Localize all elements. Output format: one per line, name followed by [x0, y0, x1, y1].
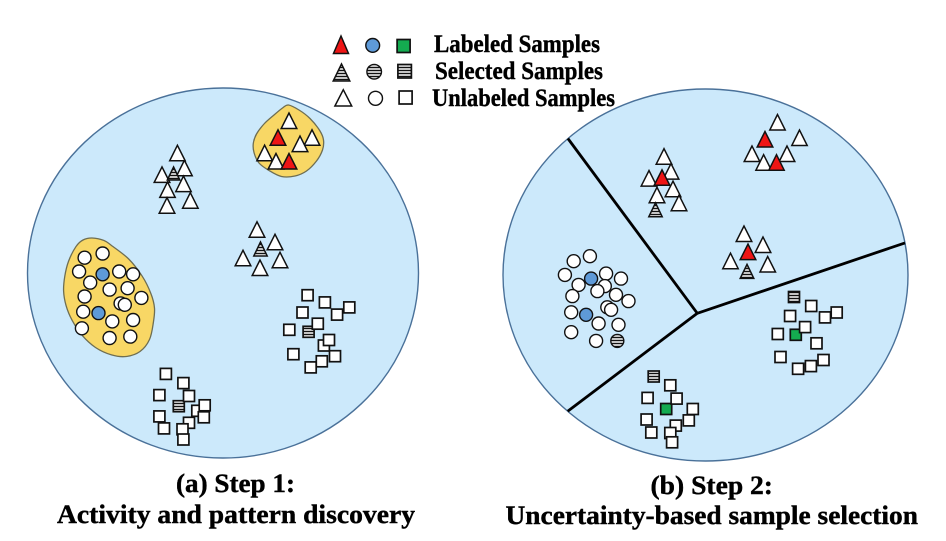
svg-text:Uncertainty-based sample selec: Uncertainty-based sample selection	[506, 501, 919, 530]
svg-text:Activity and pattern discovery: Activity and pattern discovery	[57, 500, 415, 529]
svg-text:Selected Samples: Selected Samples	[435, 58, 603, 85]
svg-text:(b) Step 2:: (b) Step 2:	[651, 471, 774, 500]
svg-text:Unlabeled Samples: Unlabeled Samples	[432, 85, 615, 112]
svg-text:(a) Step 1:: (a) Step 1:	[176, 469, 295, 498]
svg-text:Labeled Samples: Labeled Samples	[434, 31, 600, 58]
